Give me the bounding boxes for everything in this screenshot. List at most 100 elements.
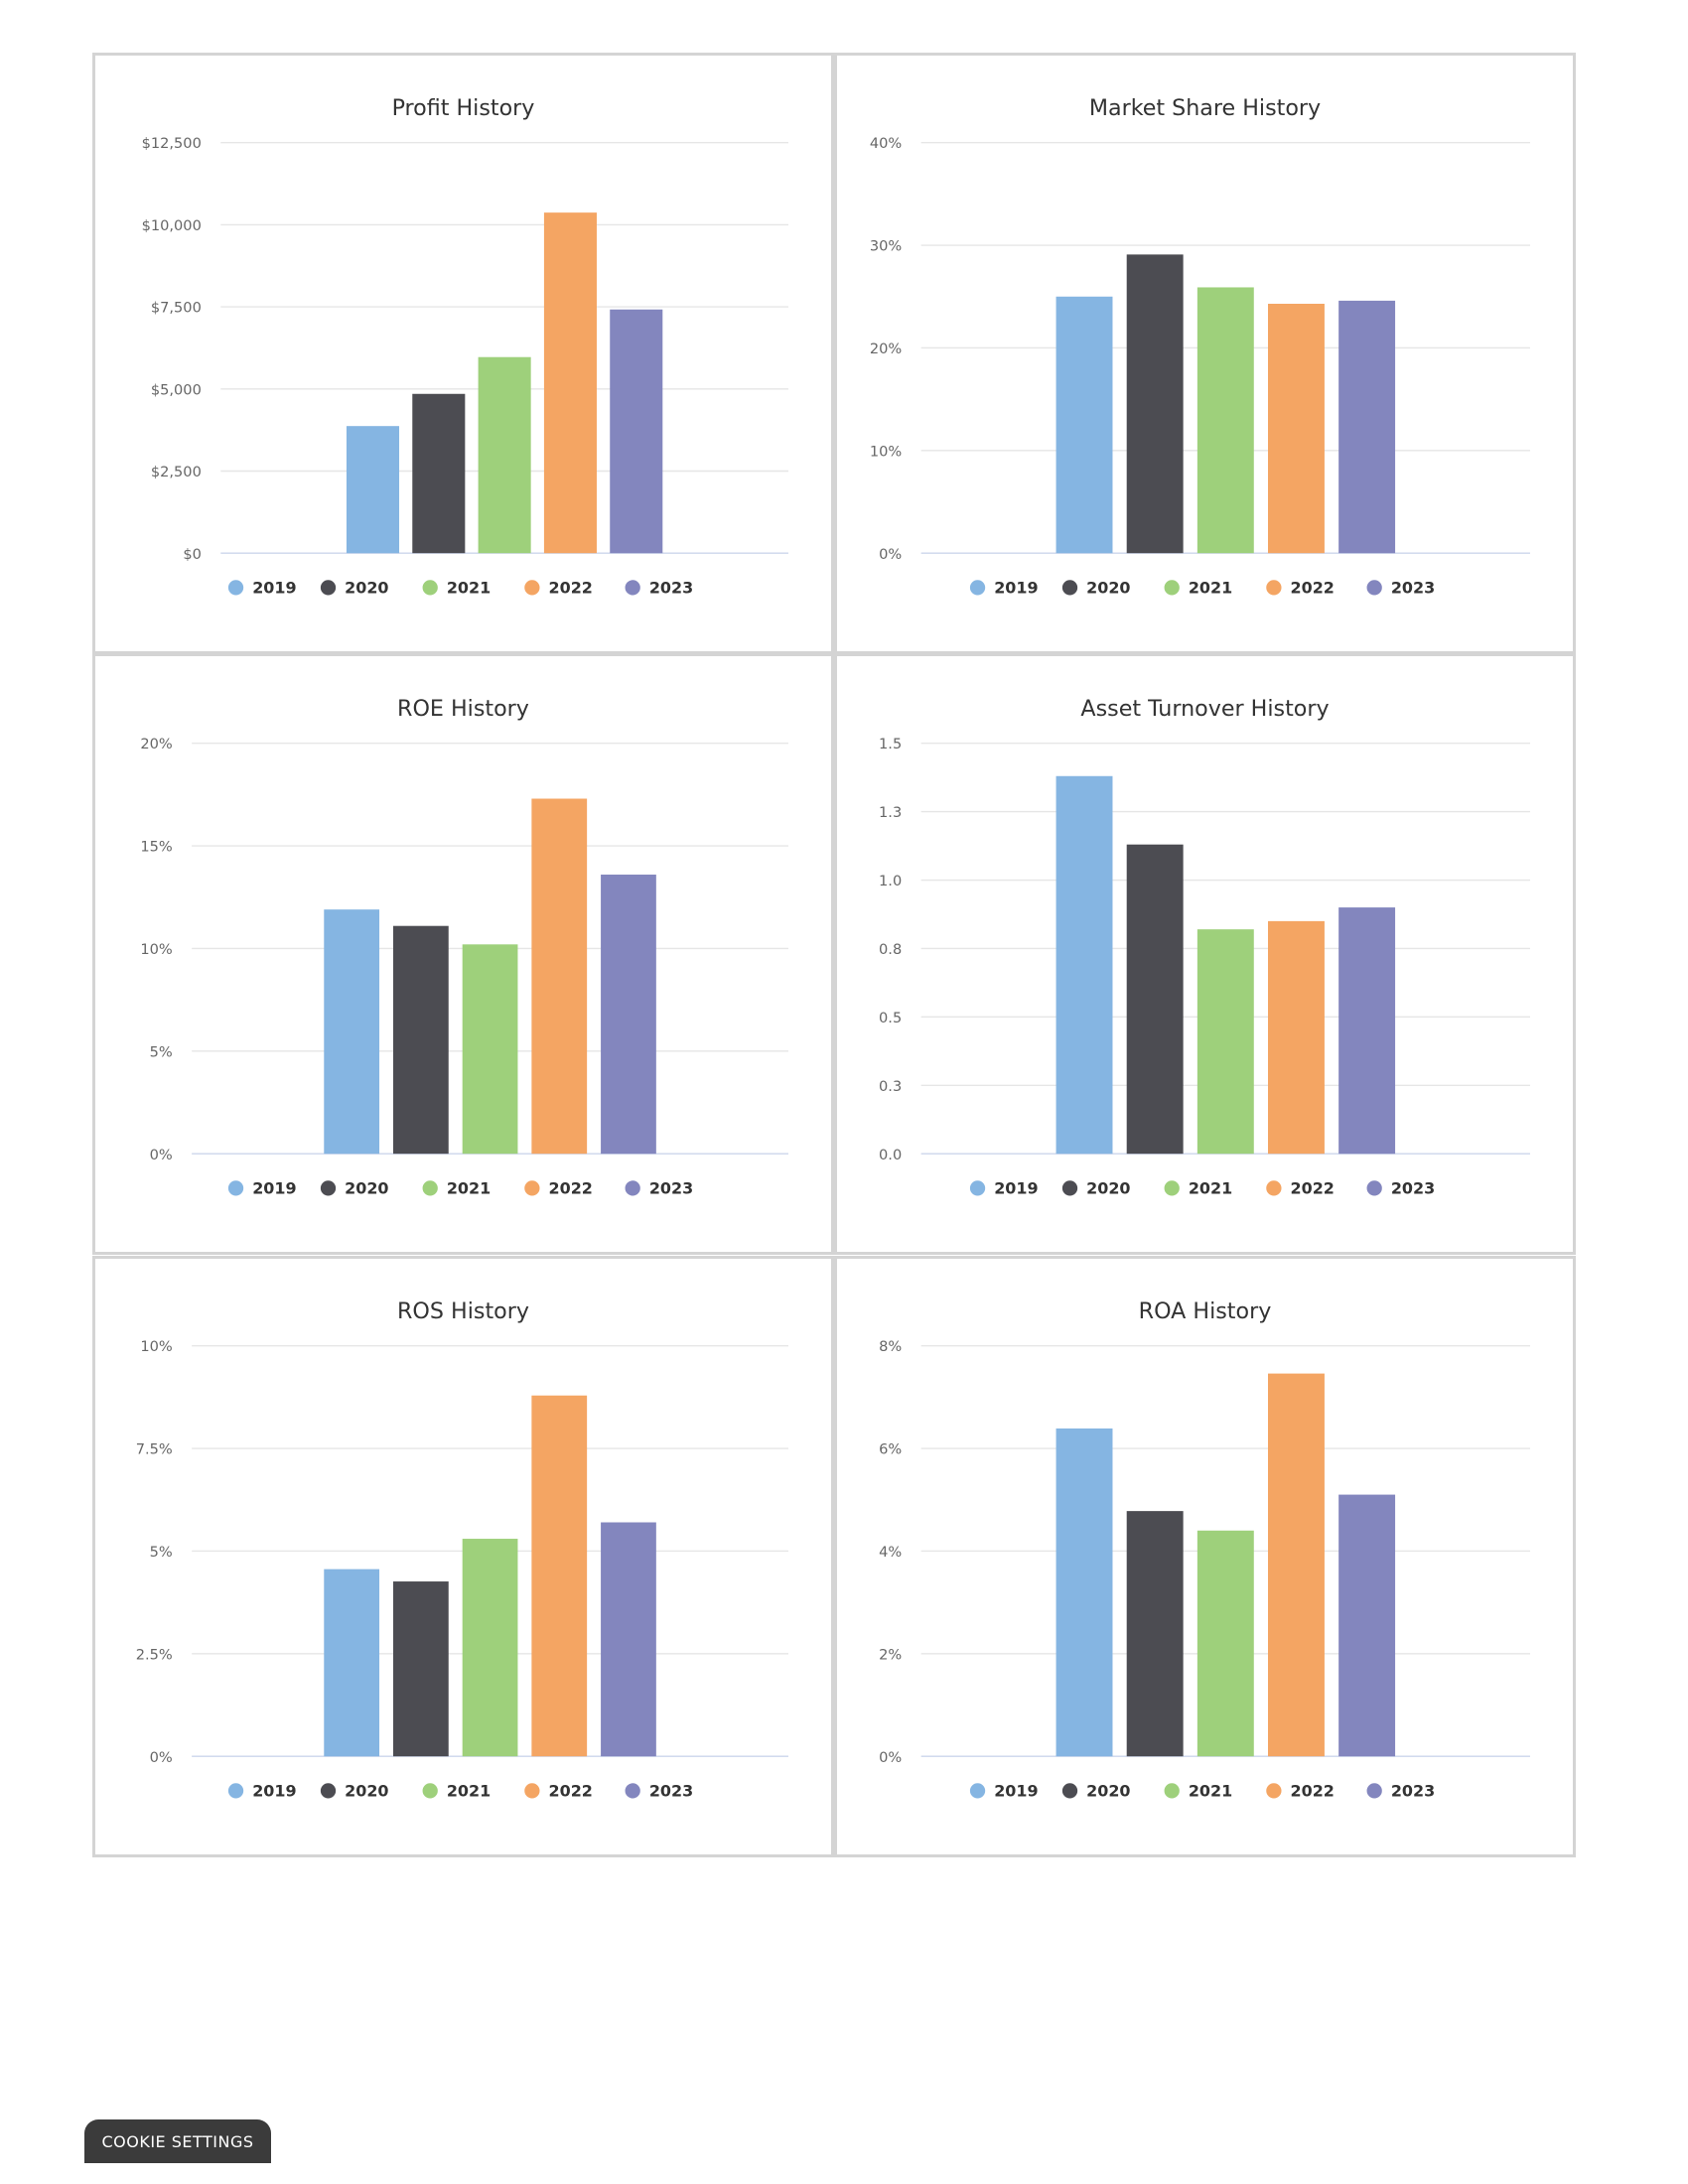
legend-item-2022[interactable]: 2022 (1266, 578, 1335, 597)
bar-2020[interactable] (412, 393, 466, 554)
bar-2019[interactable] (346, 426, 400, 554)
legend-label: 2023 (649, 1781, 693, 1800)
legend-dot-icon (1164, 580, 1180, 596)
legend-item-2019[interactable]: 2019 (227, 1178, 297, 1197)
bar-2022[interactable] (1268, 920, 1325, 1155)
bar-2022[interactable] (531, 798, 588, 1155)
bar-2019[interactable] (324, 909, 380, 1155)
bar-2019[interactable] (1055, 775, 1113, 1155)
legend-item-2022[interactable]: 2022 (524, 1178, 593, 1197)
legend-label: 2019 (994, 578, 1038, 597)
bar-2020[interactable] (392, 1581, 449, 1757)
bar-2019[interactable] (1055, 296, 1113, 554)
bar-2020[interactable] (1126, 254, 1184, 554)
legend-label: 2023 (649, 578, 693, 597)
bar-2023[interactable] (610, 309, 663, 554)
legend-label: 2020 (1086, 1178, 1130, 1197)
bar-2023[interactable] (601, 875, 656, 1155)
bar-2020[interactable] (1126, 844, 1184, 1155)
legend-label: 2020 (1086, 1781, 1130, 1800)
legend-item-2020[interactable]: 2020 (1061, 1178, 1131, 1197)
bar-2022[interactable] (1268, 1373, 1325, 1757)
legend-dot-icon (524, 1180, 540, 1196)
legend-item-2021[interactable]: 2021 (422, 1781, 492, 1800)
legend-dot-icon (1061, 580, 1078, 596)
legend-dot-icon (320, 1180, 337, 1196)
bar-2023[interactable] (1338, 300, 1396, 554)
bar-2021[interactable] (462, 944, 518, 1155)
legend-item-2019[interactable]: 2019 (227, 578, 297, 597)
y-tick-label: 0.5 (879, 1010, 902, 1026)
y-tick-label: 2% (879, 1646, 902, 1663)
legend-item-2019[interactable]: 2019 (969, 1178, 1039, 1197)
bar-chart: Asset Turnover History 0.0 0.3 0.5 0.8 1.0 1.3… (879, 696, 1530, 1197)
y-tick-label: 0% (879, 546, 902, 563)
legend-item-2020[interactable]: 2020 (320, 1178, 389, 1197)
legend-item-2022[interactable]: 2022 (1266, 1178, 1335, 1197)
legend-item-2020[interactable]: 2020 (320, 1781, 389, 1800)
legend-item-2020[interactable]: 2020 (1061, 578, 1131, 597)
legend-item-2023[interactable]: 2023 (625, 1781, 694, 1800)
legend-item-2021[interactable]: 2021 (422, 1178, 492, 1197)
legend-item-2023[interactable]: 2023 (625, 1178, 694, 1197)
y-tick-label: 4% (879, 1544, 902, 1561)
bar-chart: Profit History $0 $2,500 $5,000 $7,500 $10,00… (142, 95, 788, 597)
legend-item-2021[interactable]: 2021 (422, 578, 492, 597)
legend-item-2021[interactable]: 2021 (1164, 1781, 1233, 1800)
legend-label: 2019 (252, 1781, 296, 1800)
y-tick-label: 7.5% (136, 1441, 173, 1458)
legend-item-2022[interactable]: 2022 (524, 578, 593, 597)
y-tick-label: 0% (150, 1147, 173, 1163)
legend-item-2020[interactable]: 2020 (320, 578, 389, 597)
bar-2023[interactable] (1338, 1494, 1396, 1757)
legend-dot-icon (625, 1180, 640, 1196)
legend-item-2020[interactable]: 2020 (1061, 1781, 1131, 1800)
y-tick-label: 0.0 (879, 1147, 902, 1163)
legend-label: 2020 (345, 1178, 388, 1197)
bar-2022[interactable] (531, 1395, 588, 1757)
bar-2020[interactable] (392, 925, 449, 1155)
legend-item-2021[interactable]: 2021 (1164, 1178, 1233, 1197)
bar-2019[interactable] (1055, 1428, 1113, 1757)
legend-item-2021[interactable]: 2021 (1164, 578, 1233, 597)
bar-2019[interactable] (324, 1569, 380, 1757)
y-tick-label: $7,500 (151, 300, 202, 317)
legend-dot-icon (1061, 1180, 1078, 1196)
legend-label: 2021 (1189, 1781, 1232, 1800)
legend-item-2019[interactable]: 2019 (969, 578, 1039, 597)
bar-2021[interactable] (1196, 929, 1254, 1155)
bar-2021[interactable] (1196, 1530, 1254, 1757)
y-tick-label: $0 (183, 546, 202, 563)
legend-dot-icon (1366, 1180, 1382, 1196)
bar-chart: ROA History 0% 2% 4% 6% 8% 2019 2020 2021 2022 202… (879, 1298, 1530, 1800)
legend-item-2023[interactable]: 2023 (1366, 578, 1436, 597)
bar-2023[interactable] (1338, 907, 1396, 1155)
chart-title: ROA History (1139, 1298, 1272, 1324)
legend-label: 2020 (1086, 578, 1130, 597)
legend-dot-icon (422, 1180, 438, 1196)
y-tick-label: $2,500 (151, 464, 202, 480)
legend-item-2023[interactable]: 2023 (625, 578, 694, 597)
legend-item-2023[interactable]: 2023 (1366, 1178, 1436, 1197)
legend-item-2023[interactable]: 2023 (1366, 1781, 1436, 1800)
bar-2022[interactable] (543, 212, 597, 554)
y-tick-label: $12,500 (142, 135, 202, 152)
legend-item-2019[interactable]: 2019 (227, 1781, 297, 1800)
legend-item-2022[interactable]: 2022 (1266, 1781, 1335, 1800)
legend-dot-icon (524, 1783, 540, 1799)
bar-2023[interactable] (601, 1522, 656, 1757)
legend-item-2022[interactable]: 2022 (524, 1781, 593, 1800)
bar-2022[interactable] (1268, 303, 1325, 554)
bar-2021[interactable] (478, 356, 531, 554)
legend-label: 2023 (649, 1178, 693, 1197)
y-tick-label: 10% (140, 1338, 173, 1355)
legend-label: 2021 (1189, 578, 1232, 597)
y-tick-label: 5% (150, 1043, 173, 1060)
bar-2021[interactable] (462, 1539, 518, 1757)
legend-item-2019[interactable]: 2019 (969, 1781, 1039, 1800)
cookie-settings-button[interactable]: COOKIE SETTINGS (84, 2119, 271, 2163)
legend-label: 2021 (447, 1781, 491, 1800)
bar-2020[interactable] (1126, 1511, 1184, 1757)
bar-2021[interactable] (1196, 287, 1254, 554)
legend-dot-icon (1061, 1783, 1078, 1799)
